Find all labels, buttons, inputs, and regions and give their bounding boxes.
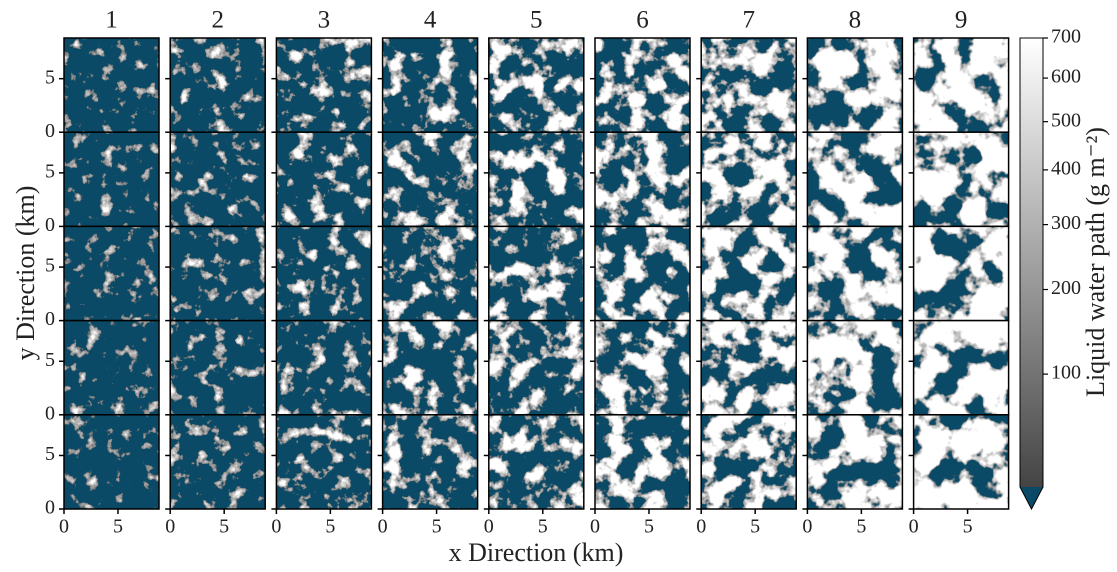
panel-title: 3 (318, 7, 331, 34)
cloud-field (914, 132, 1009, 226)
cloud-field (170, 415, 265, 509)
cloud-field (807, 321, 902, 415)
cloud-field (701, 38, 796, 132)
panel-title: 7 (742, 7, 755, 34)
cloud-field (595, 226, 690, 320)
x-tick-label: 5 (963, 516, 973, 538)
cloud-field (489, 226, 584, 320)
cloud-field (595, 321, 690, 415)
colorbar-tick-label: 600 (1051, 66, 1081, 88)
cloud-field (383, 415, 478, 509)
cloud-field (489, 321, 584, 415)
x-tick-label: 0 (590, 516, 600, 538)
x-tick-label: 5 (432, 516, 442, 538)
x-tick-label: 5 (750, 516, 760, 538)
x-tick-label: 5 (325, 516, 335, 538)
y-tick-label: 0 (45, 214, 55, 236)
panel-title: 8 (849, 7, 862, 34)
x-tick-label: 0 (909, 516, 919, 538)
x-tick-label: 5 (856, 516, 866, 538)
panel-title: 4 (424, 7, 437, 34)
y-tick-label: 5 (45, 255, 55, 277)
panel-title: 1 (105, 7, 118, 34)
x-tick-label: 0 (59, 516, 69, 538)
cloud-field (595, 415, 690, 509)
x-tick-label: 0 (484, 516, 494, 538)
cloud-field (914, 226, 1009, 320)
x-tick-label: 5 (538, 516, 548, 538)
figure: x Direction (km) y Direction (km) Liquid… (0, 0, 1117, 572)
panel-title: 9 (955, 7, 968, 34)
cloud-field (276, 132, 371, 226)
cloud-field (701, 226, 796, 320)
colorbar-tick-label: 500 (1051, 109, 1081, 131)
cloud-field (64, 132, 159, 226)
cloud-field (489, 415, 584, 509)
colorbar-under (1020, 487, 1043, 509)
panel-title: 6 (636, 7, 649, 34)
y-tick-label: 0 (45, 120, 55, 142)
cloud-field (914, 321, 1009, 415)
y-tick-label: 5 (45, 443, 55, 465)
colorbar-tick-label: 700 (1051, 26, 1081, 48)
x-tick-label: 5 (644, 516, 654, 538)
cloud-field (383, 226, 478, 320)
cloud-field (701, 321, 796, 415)
cloud-field (489, 38, 584, 132)
x-tick-label: 0 (696, 516, 706, 538)
cloud-field (807, 38, 902, 132)
x-tick-label: 0 (802, 516, 812, 538)
cloud-field (914, 415, 1009, 509)
cloud-field (276, 38, 371, 132)
x-axis-label: x Direction (km) (449, 538, 624, 567)
y-tick-label: 0 (45, 308, 55, 330)
x-tick-label: 0 (165, 516, 175, 538)
panel-title: 5 (530, 7, 543, 34)
cloud-field (383, 321, 478, 415)
x-tick-label: 5 (219, 516, 229, 538)
x-tick-label: 0 (378, 516, 388, 538)
y-tick-label: 5 (45, 160, 55, 182)
colorbar-tick-label: 400 (1051, 157, 1081, 179)
y-tick-label: 5 (45, 66, 55, 88)
colorbar-label: Liquid water path (g m⁻²) (1081, 127, 1110, 397)
colorbar-tick-label: 300 (1051, 212, 1081, 234)
cloud-field (701, 132, 796, 226)
cloud-field (383, 38, 478, 132)
y-axis-label: y Direction (km) (11, 186, 40, 361)
cloud-field (807, 226, 902, 320)
cloud-field (170, 38, 265, 132)
x-tick-label: 5 (113, 516, 123, 538)
cloud-field (914, 38, 1009, 132)
colorbar-tick-label: 200 (1051, 277, 1081, 299)
cloud-field (276, 226, 371, 320)
y-tick-label: 0 (45, 402, 55, 424)
colorbar-tick-label: 100 (1051, 362, 1081, 384)
cloud-field (64, 321, 159, 415)
cloud-field (276, 321, 371, 415)
y-tick-label: 5 (45, 349, 55, 371)
cloud-field (170, 321, 265, 415)
cloud-field (170, 226, 265, 320)
panel-title: 2 (211, 7, 224, 34)
colorbar (1020, 38, 1043, 487)
cloud-field (489, 132, 584, 226)
cloud-field (276, 415, 371, 509)
cloud-field (170, 132, 265, 226)
x-tick-label: 0 (271, 516, 281, 538)
cloud-field (595, 132, 690, 226)
cloud-field (701, 415, 796, 509)
y-tick-label: 0 (45, 497, 55, 519)
cloud-field (64, 415, 159, 509)
cloud-field (64, 38, 159, 132)
cloud-field (383, 132, 478, 226)
cloud-field (64, 226, 159, 320)
cloud-field (807, 132, 902, 226)
cloud-field (807, 415, 902, 509)
cloud-field (595, 38, 690, 132)
